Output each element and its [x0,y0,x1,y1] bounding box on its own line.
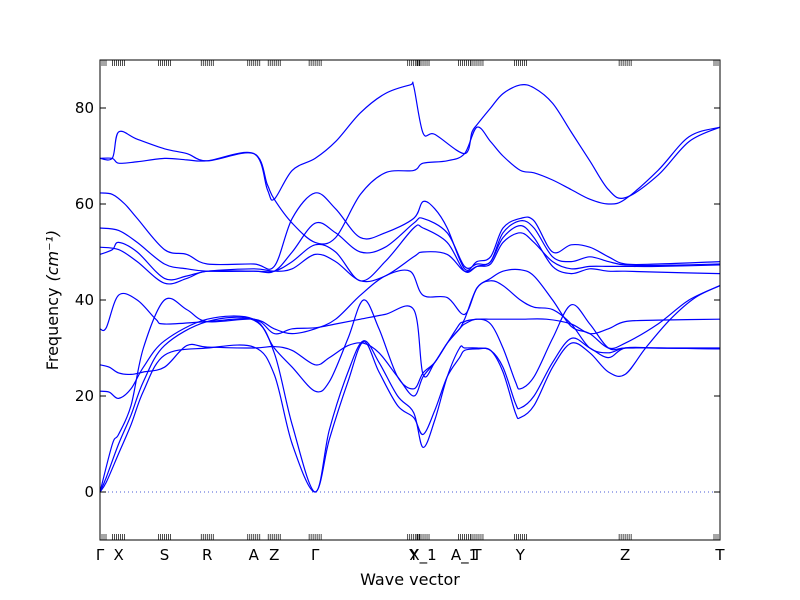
y-tick-label: 0 [84,483,94,501]
x-tick-label-10: A_1 [451,546,478,565]
band-8 [99,224,721,285]
plot-area [100,60,720,540]
y-axis-label-unit: (cm⁻¹) [43,230,62,282]
x-tick-label-12: Y [515,546,526,564]
y-axis-ticks: 0 20 40 60 80 [75,99,720,501]
x-tick-label-14: T [714,546,725,564]
x-tick-label-4: R [202,546,212,564]
x-tick-label-9: X_1 [409,546,436,565]
band-5 [99,280,720,378]
x-axis-label: Wave vector [360,570,460,589]
x-tick-label-13: Z [620,546,630,564]
band-2 [99,316,721,493]
y-tick-label: 40 [75,291,94,309]
band-12 [99,81,721,201]
band-11 [99,126,721,245]
x-tick-label-2: X [113,546,123,564]
x-tick-label-5: A [249,546,260,564]
x-tick-label-8: Y [408,546,419,564]
y-axis-label: Frequency (cm⁻¹) [43,230,62,370]
x-axis-ticks: Γ X S R A Z Γ YX_1 A_1T Y Z T [96,60,725,565]
x-tick-label-11: T [471,546,482,564]
plot-background [100,60,720,540]
band-7 [99,232,721,283]
y-axis-label-text: Frequency [43,288,62,371]
band-1 [99,285,721,493]
x-tick-label-1: Γ [96,546,105,564]
x-tick-label-7: Γ [311,546,320,564]
band-4 [99,318,721,397]
band-10 [99,192,721,271]
band-9 [99,217,721,274]
y-tick-label: 80 [75,99,94,117]
y-tick-label: 20 [75,387,94,405]
x-tick-label-6: Z [269,546,279,564]
x-tick-label-3: S [160,546,170,564]
y-tick-label: 60 [75,195,94,213]
band-6 [99,268,721,493]
phonon-bands [99,81,721,493]
